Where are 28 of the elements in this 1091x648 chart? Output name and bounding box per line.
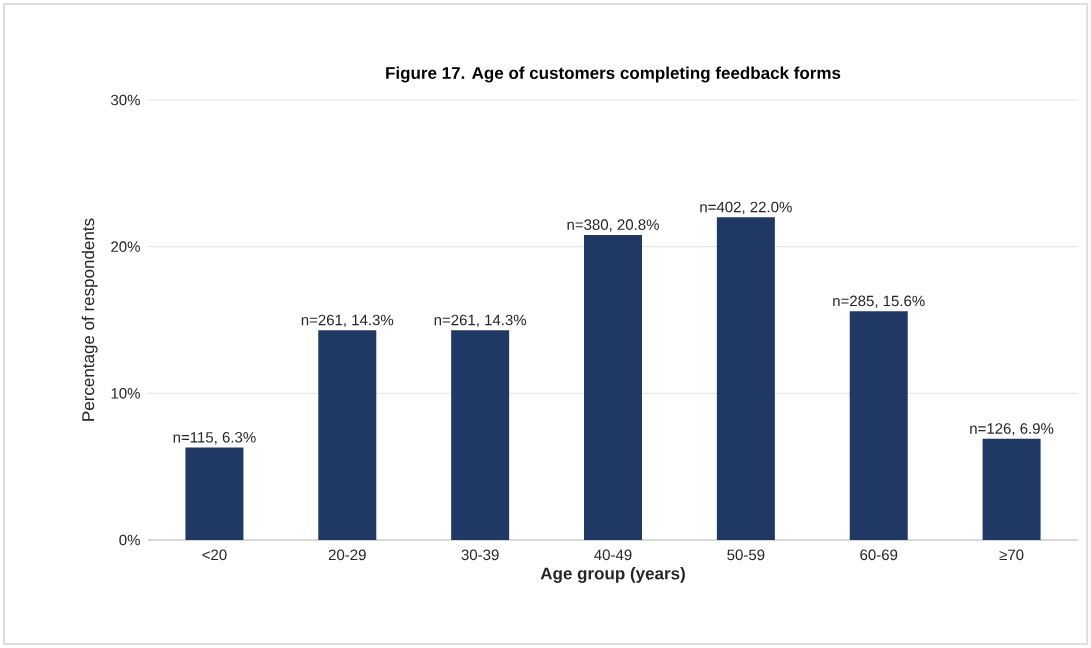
y-tick-label: 10% <box>111 388 140 399</box>
x-axis-title: Age group (years) <box>540 567 685 583</box>
x-tick-label: <20 <box>202 549 227 561</box>
data-label: n=380, 20.8% <box>567 219 659 232</box>
x-tick-label: ≥70 <box>999 549 1024 561</box>
bar <box>982 438 1041 540</box>
bar <box>451 330 510 540</box>
x-tick-label: 60-69 <box>860 549 898 561</box>
bar <box>318 330 377 540</box>
bar <box>185 447 244 540</box>
bar <box>584 234 643 540</box>
data-label: n=115, 6.3% <box>173 432 256 445</box>
bar <box>849 311 908 540</box>
data-label: n=285, 15.6% <box>833 295 925 308</box>
data-label: n=402, 22.0% <box>700 201 792 215</box>
data-label: n=261, 14.3% <box>301 314 394 328</box>
y-tick-label: 0% <box>119 534 140 546</box>
x-tick-label: 20-29 <box>328 549 366 561</box>
data-label: n=126, 6.9% <box>970 423 1054 436</box>
y-tick-label: 30% <box>111 94 140 106</box>
y-tick-label: 20% <box>111 241 140 252</box>
chart-title: Figure 17. Age of customers completing feedback forms <box>386 66 841 83</box>
bar <box>716 217 775 540</box>
x-tick-label: 40-49 <box>594 549 632 561</box>
y-axis-title: Percentage of respondents <box>81 218 98 421</box>
data-label: n=261, 14.3% <box>434 314 527 328</box>
x-tick-label: 30-39 <box>461 549 499 561</box>
x-tick-label: 50-59 <box>727 549 765 561</box>
